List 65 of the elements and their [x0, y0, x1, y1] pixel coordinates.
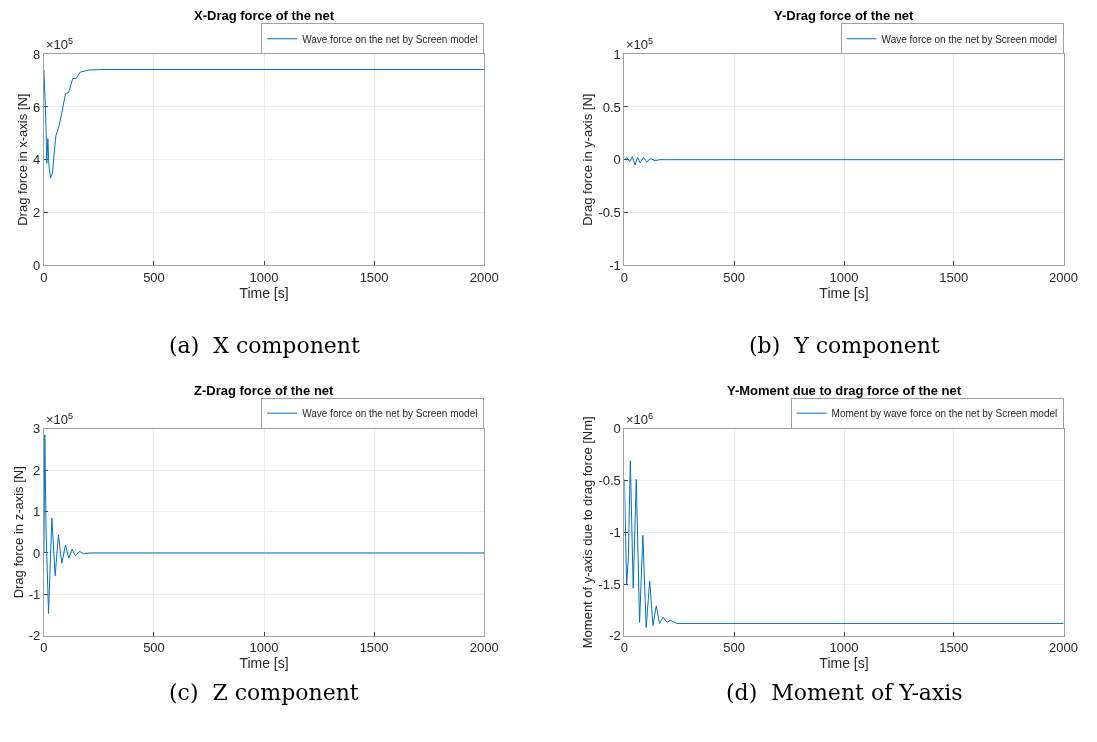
text: (c) Z component: [169, 680, 359, 705]
x-axis-title: Time [s]: [819, 284, 869, 301]
legend-label: Wave force on the net by Screen model: [881, 33, 1057, 45]
line-series: [624, 460, 1064, 629]
y-tick-label: 0.5: [602, 99, 621, 115]
text: (b) Y component: [749, 333, 940, 358]
x-tick-label: 500: [723, 269, 746, 285]
y-tick-label: 8: [33, 46, 41, 62]
legend-label: Wave force on the net by Screen model: [302, 408, 478, 420]
y-axis-title: Drag force in y-axis [N]: [580, 93, 596, 226]
y-tick-label: 0: [33, 257, 41, 273]
y-tick-label: -0.5: [598, 204, 621, 220]
y-tick-label: 1: [33, 504, 41, 520]
x-axis-title: Time [s]: [239, 655, 289, 672]
y-tick-label: 6: [33, 99, 41, 115]
y-axis-title: Drag force in x-axis [N]: [15, 93, 31, 226]
x-tick-label: 1000: [249, 269, 279, 285]
text: ×10$^{5}$: [46, 36, 74, 53]
text: (a) X component: [169, 333, 361, 358]
legend-label: Moment by wave force on the net by Screen model: [831, 408, 1058, 420]
y-tick-label: -1: [609, 257, 621, 273]
x-tick-label: 500: [143, 269, 165, 285]
line-series: [43, 434, 485, 614]
y-tick-label: -1: [28, 586, 41, 602]
x-tick-label: 500: [723, 640, 746, 656]
y-tick-label: -1.5: [598, 576, 621, 592]
y-tick-label: -1: [609, 524, 621, 540]
y-tick-label: 0: [613, 421, 621, 437]
x-tick-label: 1500: [359, 640, 389, 656]
x-tick-label: 2000: [1049, 640, 1079, 656]
chart-title: Y-Moment due to drag force of the net: [727, 383, 962, 398]
text: ×10$^{5}$: [626, 36, 654, 53]
line-series: [624, 156, 1064, 166]
y-tick-label: 2: [33, 204, 41, 220]
x-tick-label: 1000: [249, 640, 279, 656]
y-tick-label: 2: [33, 462, 41, 478]
x-tick-label: 1500: [939, 640, 969, 656]
legend-label: Wave force on the net by Screen model: [302, 33, 478, 45]
chart-title: Y-Drag force of the net: [774, 8, 915, 23]
x-tick-label: 1500: [939, 269, 969, 285]
x-axis-title: Time [s]: [239, 284, 289, 301]
line-series: [43, 69, 485, 179]
x-tick-label: 2000: [469, 269, 499, 285]
y-tick-label: 0: [613, 152, 621, 168]
y-tick-label: 4: [33, 152, 41, 168]
y-tick-label: -2: [609, 628, 621, 644]
x-tick-label: 2000: [469, 640, 499, 656]
y-tick-label: 1: [613, 46, 621, 62]
x-tick-label: 2000: [1049, 269, 1079, 285]
y-tick-label: 3: [33, 421, 41, 437]
chart-title: X-Drag force of the net: [194, 8, 335, 23]
y-axis-title: Drag force in z-axis [N]: [10, 466, 26, 599]
x-tick-label: 1500: [359, 269, 389, 285]
x-tick-label: 1000: [829, 269, 859, 285]
chart-title: Z-Drag force of the net: [194, 383, 335, 398]
text: (d) Moment of Y-axis: [726, 680, 963, 705]
y-tick-label: -2: [28, 628, 41, 644]
x-tick-label: 1000: [829, 640, 859, 656]
text: ×10$^{5}$: [46, 411, 74, 428]
y-tick-label: -0.5: [598, 473, 621, 489]
x-tick-label: 500: [143, 640, 165, 656]
y-tick-label: 0: [33, 545, 41, 561]
x-axis-title: Time [s]: [819, 655, 869, 672]
text: ×10$^{6}$: [626, 411, 654, 428]
y-axis-title: Moment of y-axis due to drag force [Nm]: [580, 416, 596, 649]
